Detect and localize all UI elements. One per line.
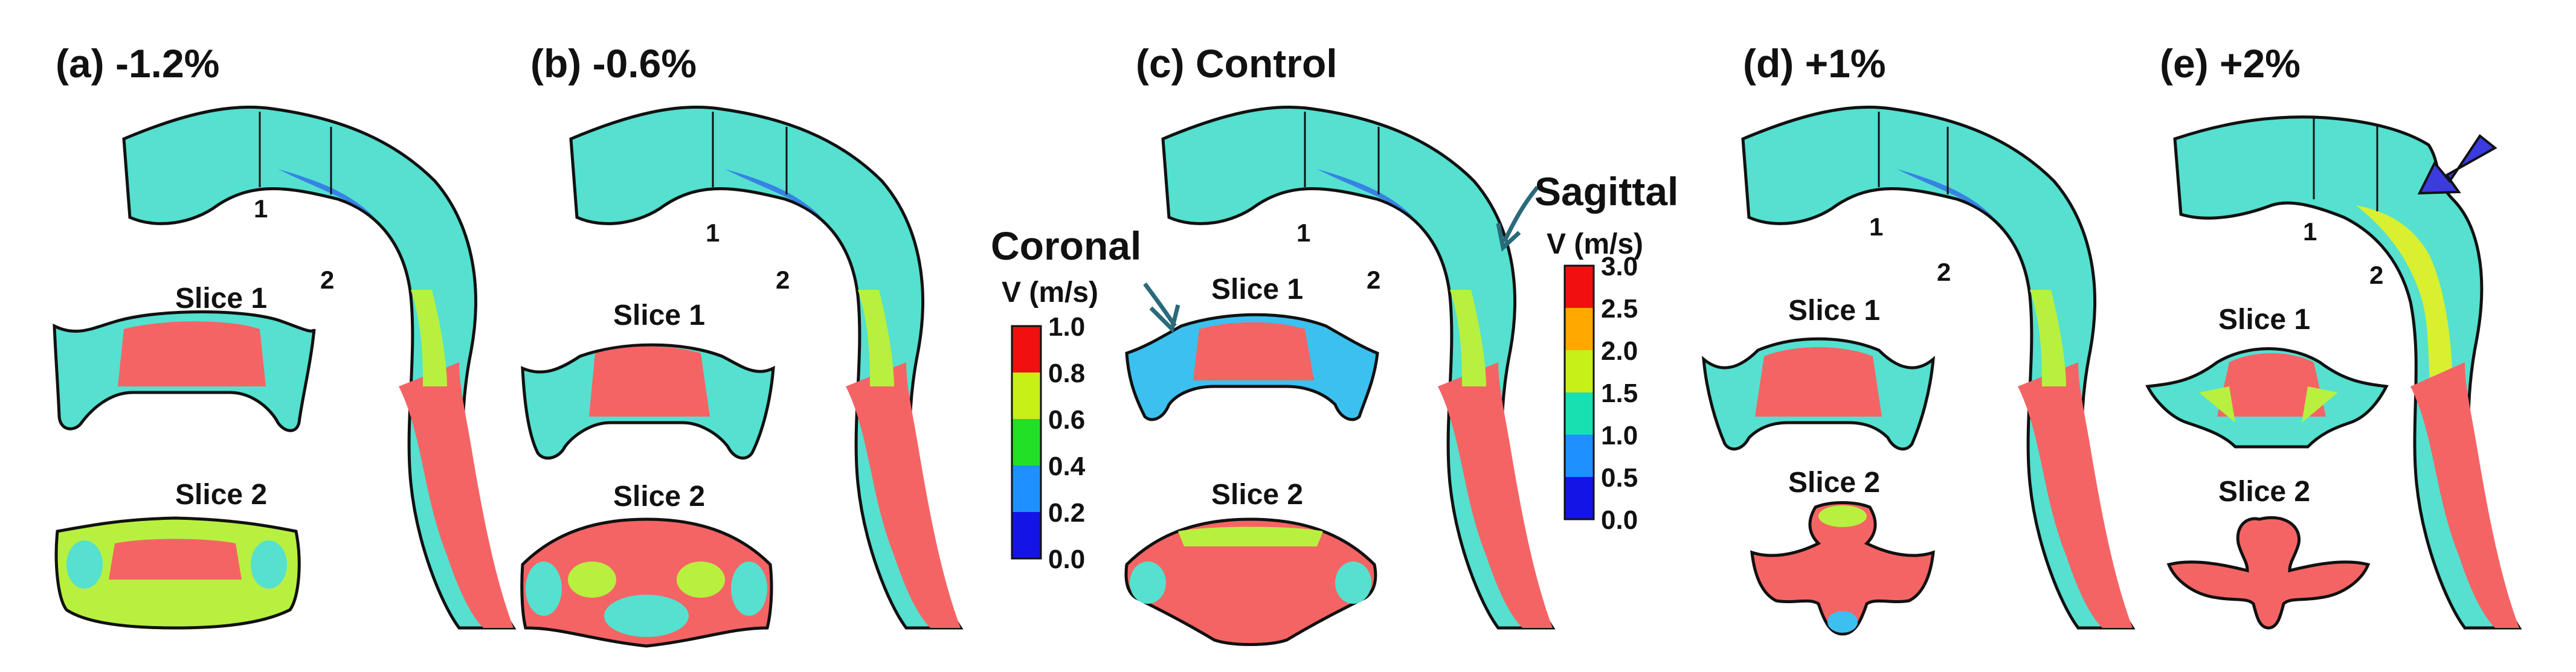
coronal-title: Coronal <box>991 223 1141 268</box>
slice1-title: Slice 1 <box>613 299 705 331</box>
colorbar-swatch <box>1565 308 1594 350</box>
cut-label-2: 2 <box>1937 258 1951 286</box>
colorbar-tick-label: 0.2 <box>1048 498 1085 528</box>
slice1-section-d <box>1701 337 1936 451</box>
cut-label-1: 1 <box>2303 217 2317 246</box>
colorbar-border <box>1011 325 1042 560</box>
cut-label-2: 2 <box>776 266 790 294</box>
colorbar-swatch <box>1012 373 1041 419</box>
colorbar-swatch <box>1565 266 1594 308</box>
colorbar-tick-label: 1.5 <box>1601 379 1638 408</box>
cut-label-1: 1 <box>706 219 720 247</box>
colorbar-tick-label: 3.0 <box>1601 252 1638 281</box>
coronal-colorbar-swatches <box>1011 325 1042 560</box>
slice2-title: Slice 2 <box>175 479 267 511</box>
colorbar-swatch <box>1012 419 1041 466</box>
panel-d: (d) +1% 1 2 Slice 1 Slice 2 <box>1701 41 2136 636</box>
slice2-section-b <box>520 517 773 648</box>
slice2-section-a <box>54 516 301 630</box>
slice2-section-d <box>1750 501 1935 636</box>
sagittal-airway-c: 1 2 <box>1161 105 1556 630</box>
sagittal-unit: V (m/s) <box>1547 228 1643 260</box>
colorbar-border <box>1563 264 1595 520</box>
slice2-title: Slice 2 <box>2218 476 2310 508</box>
slice1-title: Slice 1 <box>2218 304 2310 336</box>
sagittal-airway-d: 1 2 <box>1741 105 2136 630</box>
panel-b: (b) -0.6% 1 2 Slice 1 Slice 2 <box>520 41 964 648</box>
sagittal-airway-a: 1 2 <box>122 105 517 630</box>
sagittal-colorbar-ticks: 3.0 2.5 2.0 1.5 1.0 0.5 0.0 <box>1601 252 1638 535</box>
panel-a: (a) -1.2% 1 2 Slice 1 Slice 2 <box>53 41 517 630</box>
sagittal-pointer-arrow <box>1502 185 1539 243</box>
sagittal-arrow-head <box>1496 223 1521 252</box>
colorbar-tick-label: 0.8 <box>1048 359 1085 388</box>
cut-label-2: 2 <box>1367 266 1380 294</box>
slice1-title: Slice 1 <box>1211 274 1303 306</box>
cut-label-1: 1 <box>254 194 268 223</box>
coronal-colorbar: Coronal V (m/s) 1.0 0.8 0.6 0.4 0.2 0.0 <box>991 223 1141 574</box>
slice1-title: Slice 1 <box>1788 295 1880 327</box>
colorbar-tick-label: 2.0 <box>1601 336 1638 366</box>
colorbar-swatch <box>1012 512 1041 558</box>
cut-label-1: 1 <box>1869 213 1883 241</box>
colorbar-tick-label: 1.0 <box>1601 421 1638 450</box>
colorbar-tick-label: 0.6 <box>1048 405 1085 435</box>
panel-a-label: (a) -1.2% <box>56 41 219 86</box>
colorbar-swatch <box>1565 350 1594 392</box>
slice1-section-a <box>53 310 316 432</box>
sagittal-colorbar-swatches <box>1563 264 1595 520</box>
colorbar-tick-label: 0.5 <box>1601 463 1638 493</box>
slice1-section-c <box>1125 313 1379 421</box>
slice1-section-e <box>2145 347 2389 449</box>
slice2-title: Slice 2 <box>1788 467 1880 499</box>
colorbar-swatch <box>1012 326 1041 373</box>
slice2-section-e <box>2166 516 2371 630</box>
colorbar-tick-label: 1.0 <box>1048 312 1085 342</box>
panel-e: (e) +2% 1 2 Slice 1 Slice 2 <box>2145 41 2522 630</box>
panel-c: (c) Control 1 2 Slice 1 Slice 2 <box>1124 41 1556 646</box>
slice2-section-c <box>1124 517 1377 646</box>
sagittal-airway-b: 1 2 <box>569 105 964 630</box>
slice2-title: Slice 2 <box>613 481 705 513</box>
panel-c-label: (c) Control <box>1136 41 1338 86</box>
colorbar-swatch <box>1565 477 1594 519</box>
cut-label-1: 1 <box>1296 219 1310 247</box>
panel-e-label: (e) +2% <box>2160 41 2301 86</box>
colorbar-tick-label: 2.5 <box>1601 294 1638 324</box>
colorbar-tick-label: 0.4 <box>1048 452 1086 481</box>
cut-label-2: 2 <box>2369 261 2383 289</box>
slice2-title: Slice 2 <box>1211 479 1303 511</box>
coronal-colorbar-ticks: 1.0 0.8 0.6 0.4 0.2 0.0 <box>1048 312 1086 574</box>
coronal-unit: V (m/s) <box>1002 277 1098 309</box>
narrowing-arrow-icon <box>2417 134 2497 195</box>
panel-b-label: (b) -0.6% <box>530 41 697 86</box>
sagittal-colorbar: Sagittal V (m/s) 3.0 2.5 2.0 1.5 1.0 0.5 0.0 <box>1534 169 1678 535</box>
colorbar-swatch <box>1565 392 1594 435</box>
colorbar-tick-label: 0.0 <box>1048 545 1085 574</box>
slice1-title: Slice 1 <box>175 283 267 315</box>
cut-label-2: 2 <box>320 266 334 294</box>
sagittal-title: Sagittal <box>1534 169 1678 214</box>
coronal-pointer-arrow <box>1143 282 1177 327</box>
slice1-section-b <box>521 343 775 460</box>
colorbar-tick-label: 0.0 <box>1601 505 1638 535</box>
colorbar-swatch <box>1012 466 1041 512</box>
panel-d-label: (d) +1% <box>1743 41 1886 86</box>
coronal-arrow-head <box>1149 304 1180 333</box>
colorbar-swatch <box>1565 435 1594 477</box>
sagittal-airway-e: 1 2 <box>2173 115 2522 630</box>
